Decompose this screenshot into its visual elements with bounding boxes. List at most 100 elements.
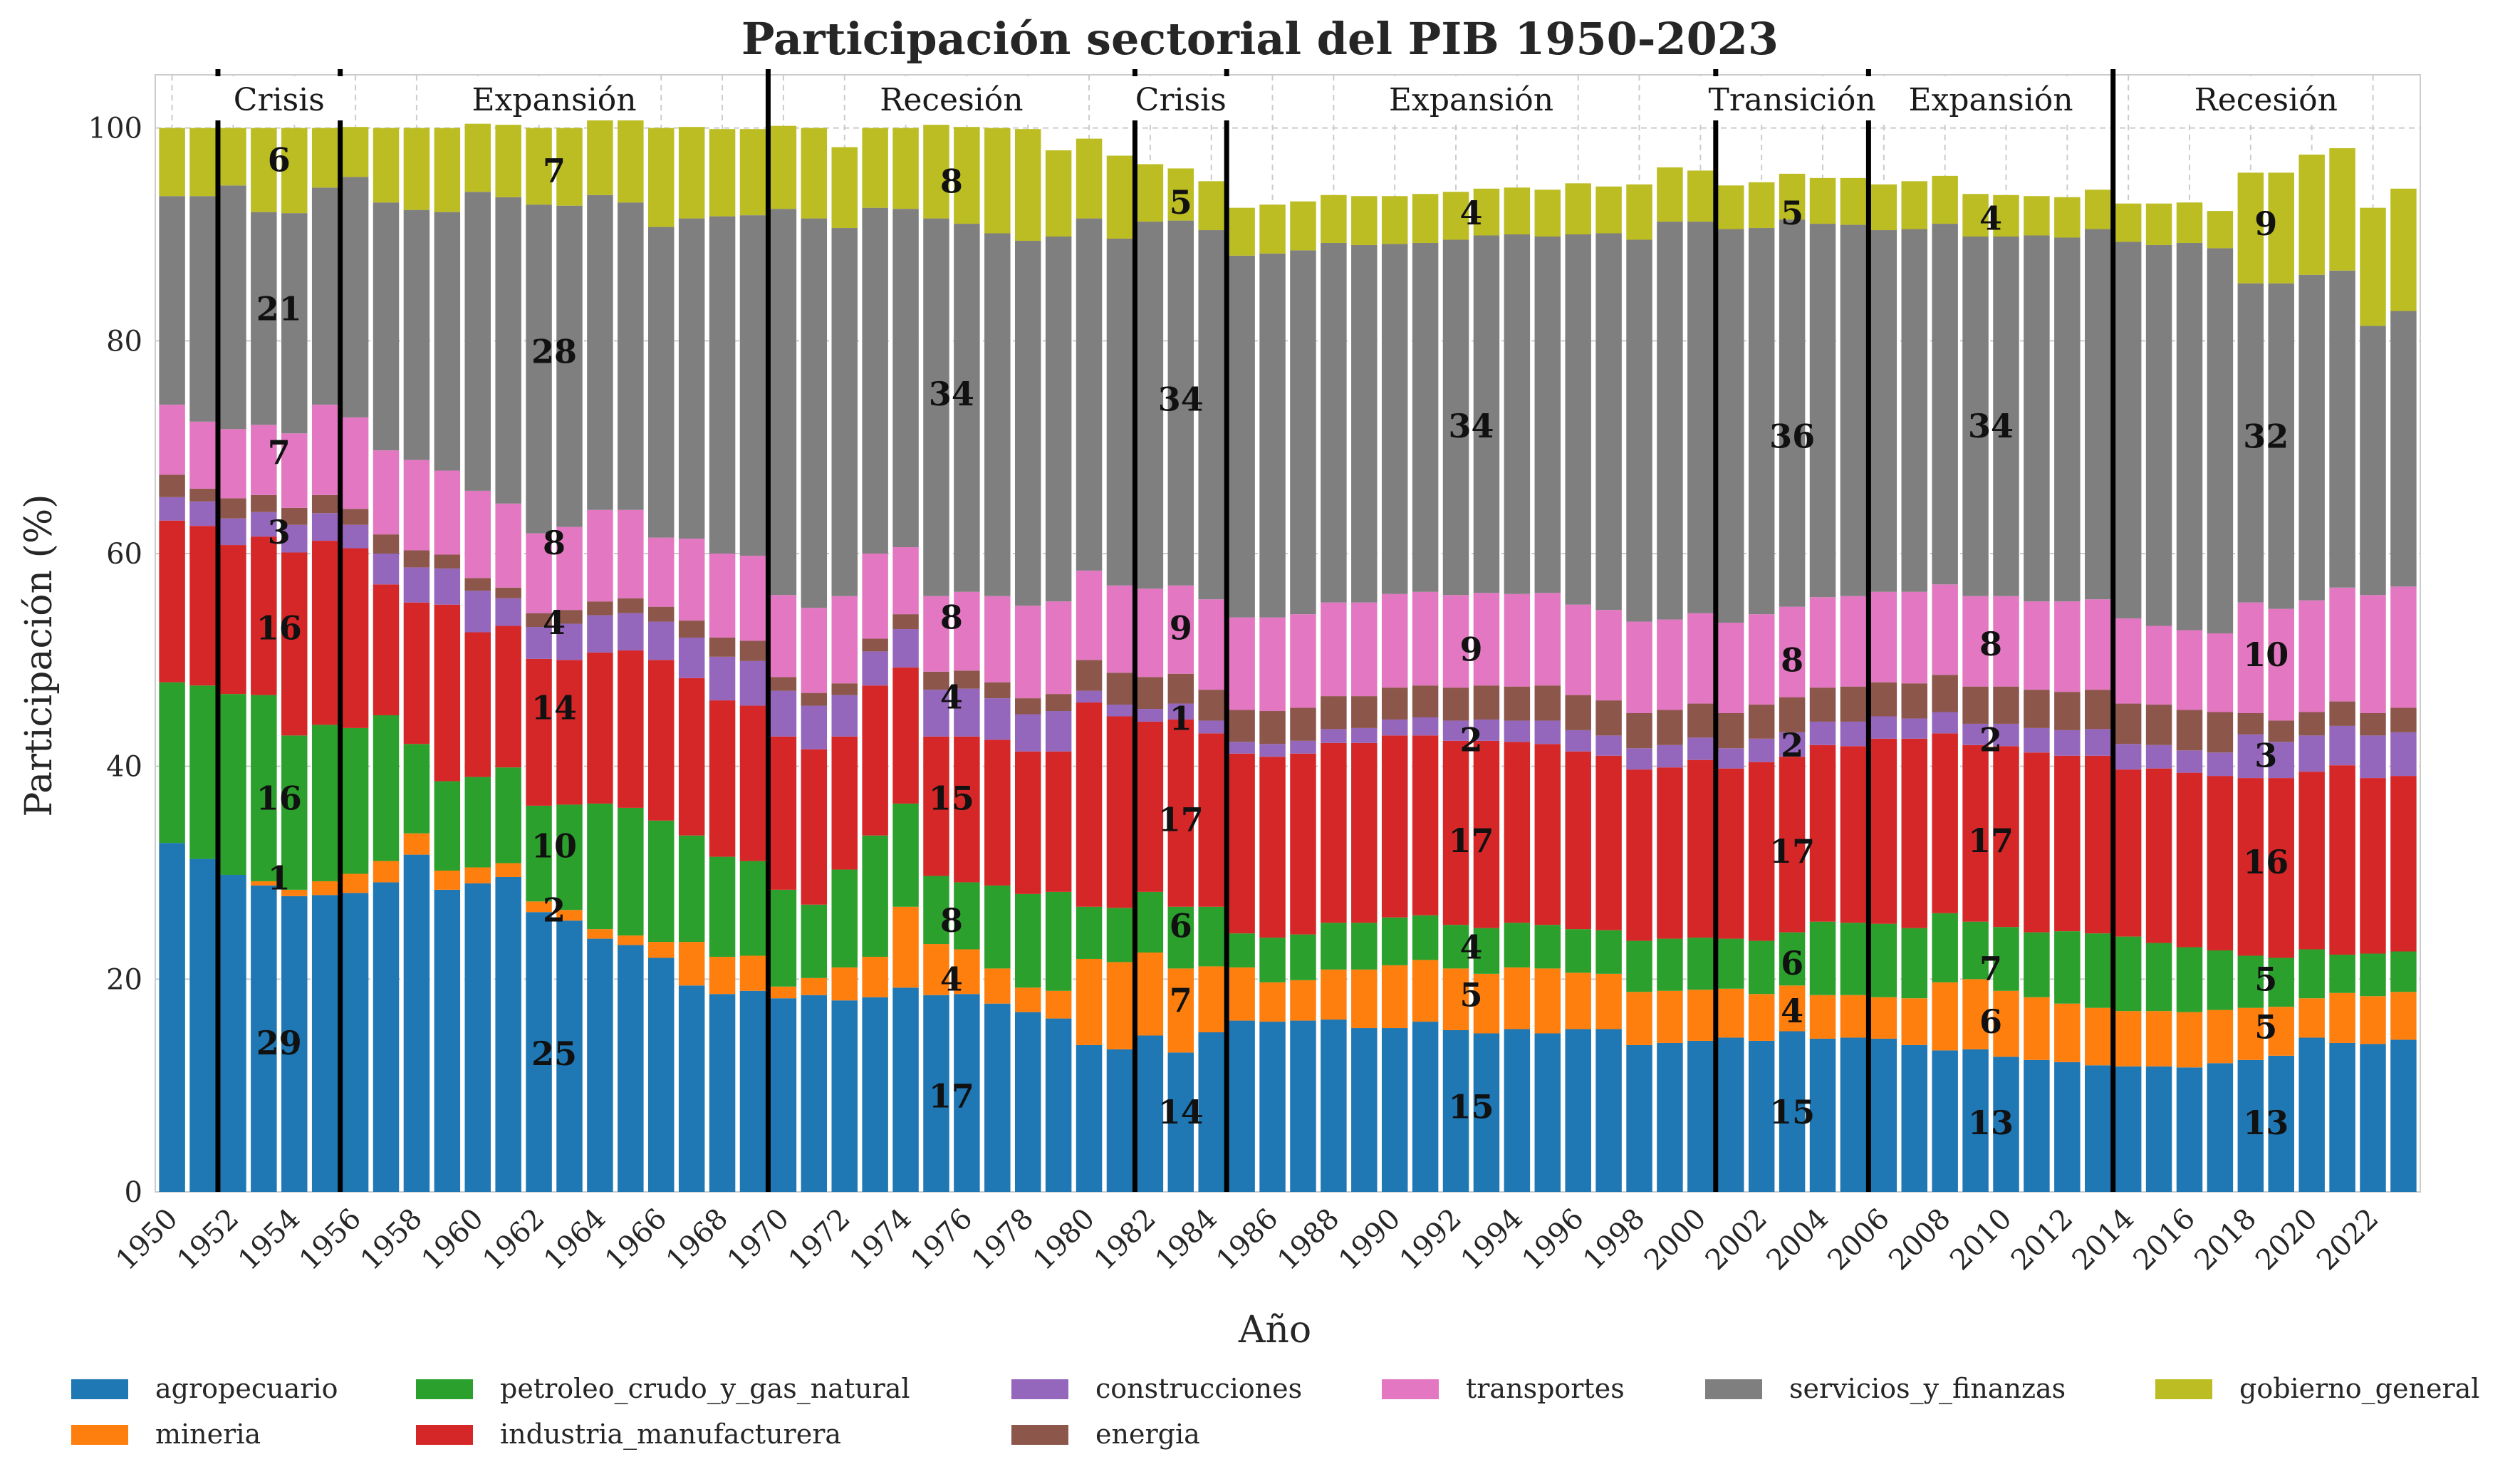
- bar-servicios_y_finanzas-2002: [1748, 228, 1775, 615]
- bar-construcciones-2017: [2207, 752, 2234, 777]
- bar-petroleo_crudo_y_gas_natural-1950: [159, 682, 185, 844]
- bar-construcciones-1998: [1626, 748, 1652, 770]
- bar-servicios_y_finanzas-1977: [984, 233, 1011, 596]
- bar-transportes-2001: [1718, 623, 1744, 713]
- bar-energia-1986: [1259, 711, 1286, 744]
- bar-construcciones-2004: [1809, 721, 1836, 745]
- bar-mineria-1965: [618, 935, 644, 945]
- bar-mineria-1958: [403, 833, 430, 855]
- bar-mineria-1991: [1412, 960, 1439, 1022]
- bar-industria_manufacturera-1988: [1321, 742, 1347, 923]
- share-annotation: 17: [929, 1077, 974, 1116]
- legend-label-agropecuario: agropecuario: [155, 1373, 338, 1404]
- bar-energia-1962: [526, 613, 552, 628]
- bar-petroleo_crudo_y_gas_natural-1994: [1504, 923, 1531, 967]
- bar-gobierno_general-1993: [1473, 188, 1500, 236]
- bar-industria_manufacturera-1980: [1076, 702, 1103, 907]
- bar-agropecuario-2003: [1779, 1031, 1806, 1192]
- bar-energia-2001: [1718, 713, 1744, 749]
- bar-agropecuario-2010: [1993, 1057, 2019, 1192]
- series-industria_manufacturera: [159, 520, 2417, 958]
- bar-mineria-1964: [587, 929, 613, 939]
- bar-gobierno_general-1964: [587, 119, 613, 195]
- bar-servicios_y_finanzas-1991: [1412, 242, 1439, 592]
- bar-industria_manufacturera-1951: [189, 526, 216, 686]
- bar-transportes-1973: [862, 554, 888, 639]
- bar-industria_manufacturera-1957: [373, 584, 400, 715]
- bar-industria_manufacturera-1967: [678, 678, 705, 836]
- bar-transportes-1986: [1259, 617, 1286, 712]
- bar-petroleo_crudo_y_gas_natural-2008: [1932, 913, 1958, 982]
- bar-mineria-1979: [1045, 990, 1072, 1019]
- bar-transportes-2018: [2237, 602, 2264, 713]
- bar-servicios_y_finanzas-2011: [2024, 235, 2050, 602]
- phase-label-background: [210, 76, 348, 120]
- bar-construcciones-1977: [984, 698, 1011, 740]
- series-petroleo_crudo_y_gas_natural: [159, 682, 2417, 1012]
- bar-industria_manufacturera-1950: [159, 520, 185, 683]
- bar-industria_manufacturera-2001: [1718, 768, 1744, 939]
- bar-petroleo_crudo_y_gas_natural-1998: [1626, 940, 1652, 992]
- share-annotation: 16: [2243, 843, 2289, 881]
- bar-transportes-1996: [1565, 604, 1591, 695]
- bar-mineria-2010: [1993, 990, 2019, 1057]
- bar-servicios_y_finanzas-1967: [678, 218, 705, 539]
- bar-transportes-1954: [281, 433, 308, 508]
- bar-servicios_y_finanzas-2021: [2329, 270, 2355, 588]
- bar-transportes-1987: [1290, 614, 1316, 708]
- bar-transportes-1960: [464, 490, 491, 578]
- bar-petroleo_crudo_y_gas_natural-1953: [251, 695, 277, 881]
- bar-agropecuario-1955: [311, 895, 338, 1192]
- bar-gobierno_general-1992: [1442, 192, 1469, 240]
- bar-construcciones-1950: [159, 497, 185, 521]
- bar-construcciones-1954: [281, 524, 308, 553]
- legend-label-mineria: mineria: [155, 1418, 261, 1450]
- bar-agropecuario-1972: [831, 1000, 858, 1192]
- bar-construcciones-1970: [770, 690, 797, 737]
- bar-industria_manufacturera-1990: [1381, 735, 1408, 918]
- bar-energia-1963: [556, 610, 583, 624]
- bar-transportes-1985: [1229, 617, 1255, 710]
- bar-mineria-1968: [709, 956, 736, 995]
- bar-agropecuario-1957: [373, 882, 400, 1192]
- bar-gobierno_general-2022: [2360, 207, 2386, 326]
- bar-petroleo_crudo_y_gas_natural-1991: [1412, 915, 1439, 960]
- y-tick-label: 60: [106, 538, 142, 571]
- bar-industria_manufacturera-1953: [251, 536, 277, 695]
- share-annotation: 17: [1158, 800, 1204, 839]
- bar-petroleo_crudo_y_gas_natural-2009: [1962, 921, 1989, 980]
- bar-petroleo_crudo_y_gas_natural-2005: [1840, 923, 1867, 995]
- bar-mineria-1997: [1595, 973, 1622, 1029]
- bar-energia-2000: [1687, 703, 1714, 738]
- bar-construcciones-1952: [220, 518, 246, 546]
- bar-gobierno_general-2010: [1993, 194, 2019, 237]
- bar-construcciones-1981: [1106, 705, 1133, 717]
- bar-petroleo_crudo_y_gas_natural-2023: [2390, 951, 2417, 992]
- bar-agropecuario-1962: [526, 912, 552, 1192]
- bar-energia-1952: [220, 498, 246, 519]
- bar-agropecuario-1967: [678, 985, 705, 1192]
- bar-gobierno_general-2001: [1718, 185, 1744, 229]
- bar-energia-1972: [831, 683, 858, 695]
- bar-agropecuario-1968: [709, 994, 736, 1192]
- bar-construcciones-1965: [618, 613, 644, 650]
- bar-mineria-1992: [1442, 968, 1469, 1031]
- bar-gobierno_general-1991: [1412, 194, 1439, 243]
- bar-energia-1967: [678, 621, 705, 638]
- series-servicios_y_finanzas: [159, 177, 2417, 633]
- bar-energia-2003: [1779, 697, 1806, 732]
- bar-petroleo_crudo_y_gas_natural-1970: [770, 889, 797, 987]
- bar-mineria-1986: [1259, 982, 1286, 1022]
- bar-agropecuario-1973: [862, 997, 888, 1192]
- bar-industria_manufacturera-1963: [556, 660, 583, 805]
- share-annotation: 8: [940, 901, 963, 940]
- y-tick-label: 40: [106, 751, 142, 784]
- bar-agropecuario-1976: [954, 994, 980, 1192]
- bar-servicios_y_finanzas-1950: [159, 196, 185, 405]
- bar-transportes-1968: [709, 554, 736, 638]
- series-agropecuario: [159, 843, 2417, 1192]
- bar-mineria-1998: [1626, 992, 1652, 1045]
- bar-energia-1993: [1473, 685, 1500, 720]
- bar-servicios_y_finanzas-1964: [587, 194, 613, 510]
- bar-mineria-2015: [2145, 1011, 2172, 1067]
